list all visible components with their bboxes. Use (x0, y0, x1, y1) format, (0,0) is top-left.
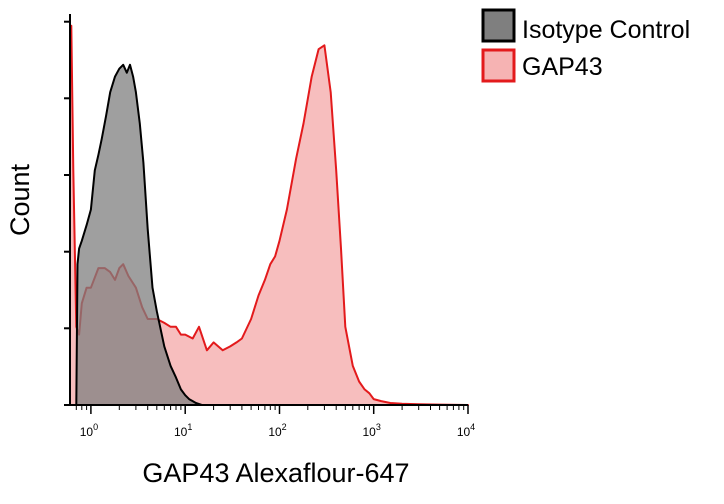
plot-area (69, 24, 469, 406)
x-tick-label: 103 (363, 422, 381, 439)
legend: Isotype Control GAP43 (481, 8, 690, 83)
legend-label-gap43: GAP43 (522, 53, 603, 81)
x-axis-label: GAP43 Alexaflour-647 (142, 458, 409, 488)
y-axis-label: Count (5, 163, 35, 236)
legend-swatch-gap43 (481, 48, 516, 83)
x-tick-label: 104 (457, 422, 475, 439)
legend-swatch-isotype-control (481, 8, 516, 43)
x-tick-label: 101 (174, 422, 192, 439)
x-tick-label: 100 (80, 422, 98, 439)
x-tick-label: 102 (268, 422, 286, 439)
axes: 100 101 102 103 104 (64, 14, 475, 439)
legend-label-isotype-control: Isotype Control (522, 16, 690, 44)
series-isotype-control-area (75, 63, 203, 406)
